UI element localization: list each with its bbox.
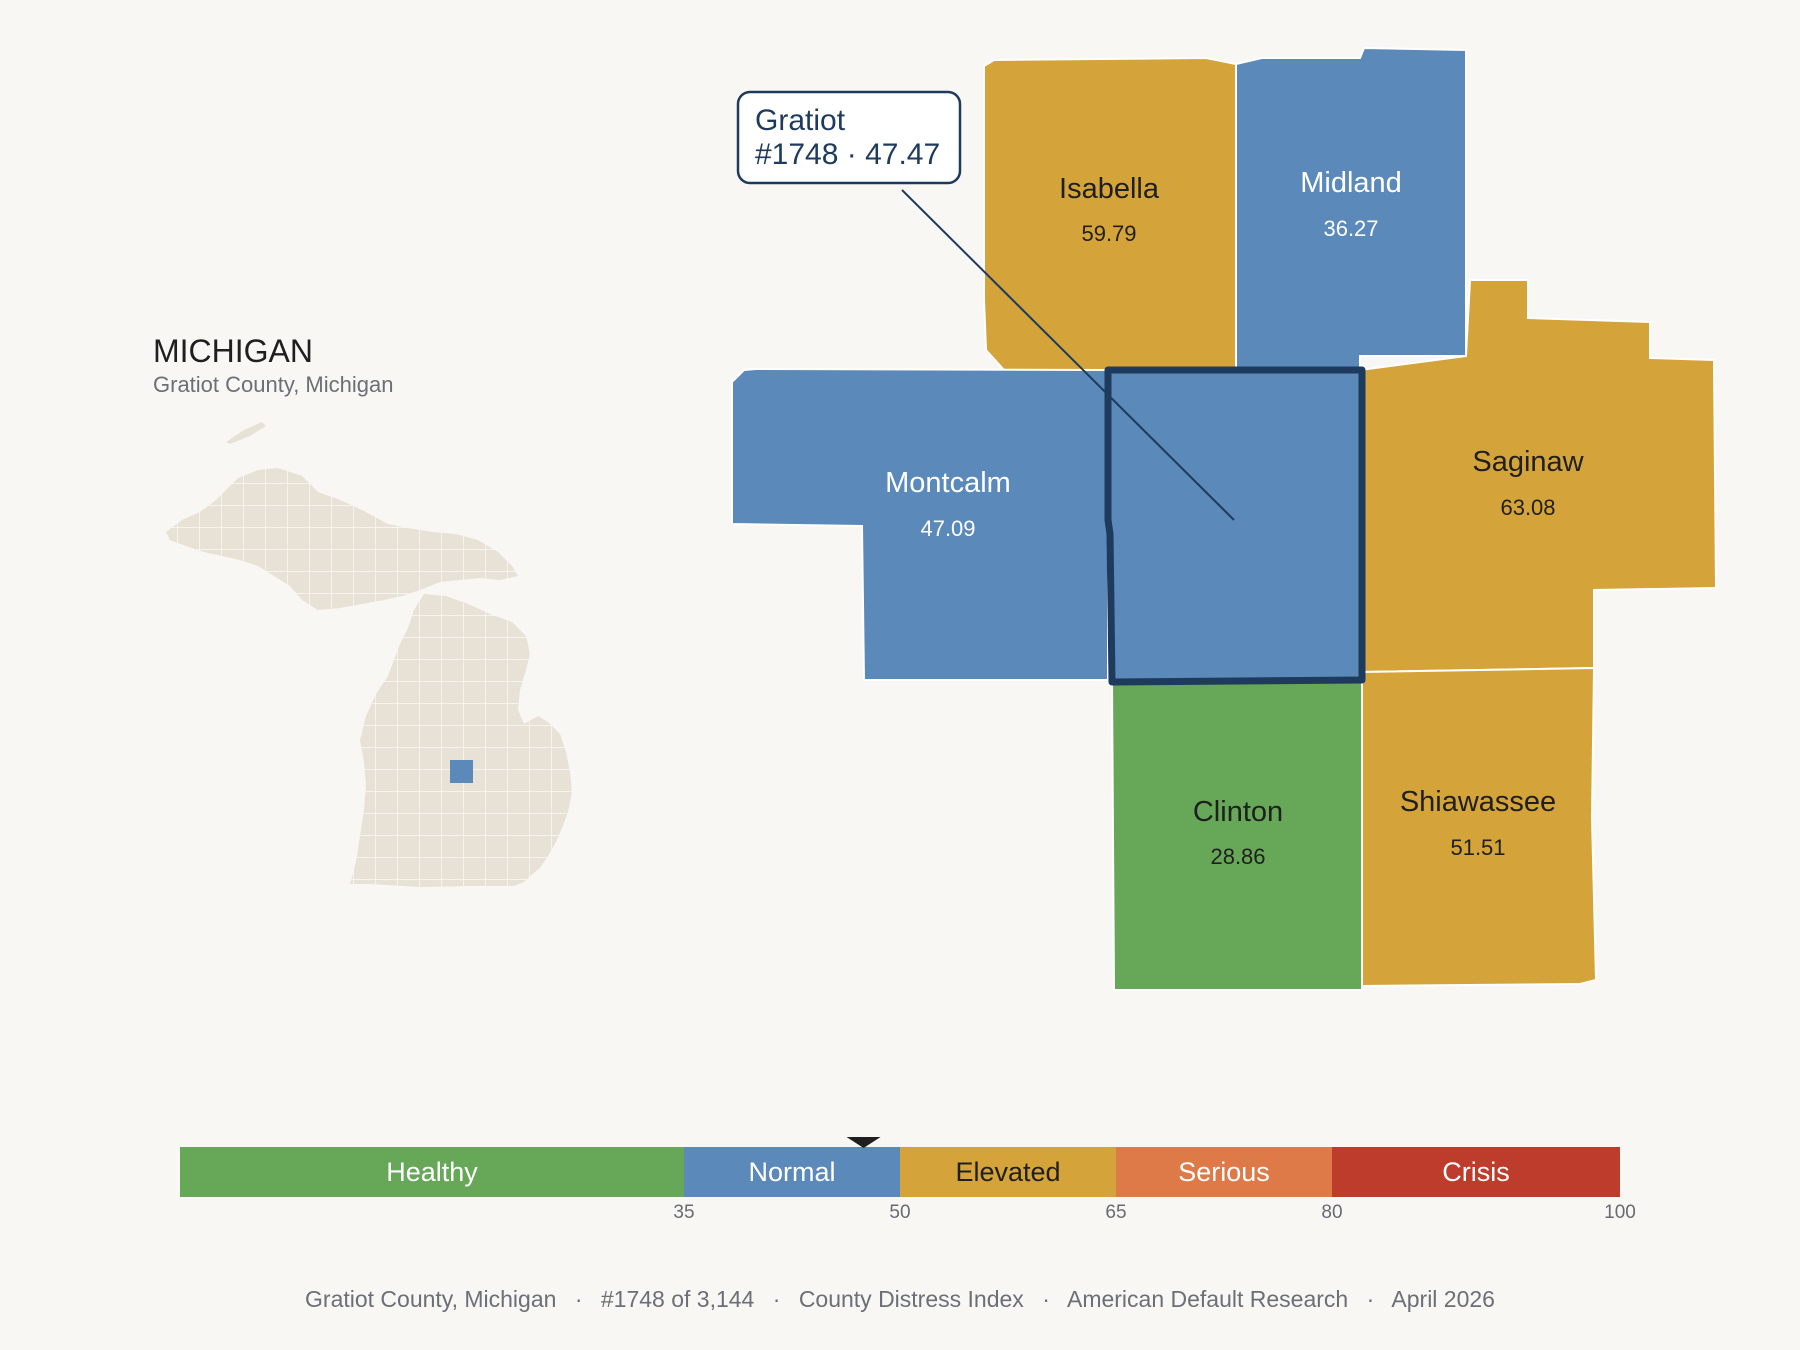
isle-royale-shape <box>226 422 266 444</box>
legend-tick-65: 65 <box>1105 1202 1126 1223</box>
svg-text:Saginaw: Saginaw <box>1472 446 1584 478</box>
svg-text:28.86: 28.86 <box>1210 844 1265 869</box>
svg-text:Montcalm: Montcalm <box>885 467 1011 499</box>
footer-date: April 2026 <box>1391 1286 1495 1312</box>
legend-segment-normal <box>684 1147 900 1197</box>
legend-segment-healthy <box>180 1147 684 1197</box>
county-label-clinton: Clinton 28.86 <box>1193 796 1283 869</box>
svg-text:51.51: 51.51 <box>1450 835 1505 860</box>
state-inset-map <box>166 422 572 887</box>
svg-text:Midland: Midland <box>1300 167 1402 199</box>
focus-callout: Gratiot #1748 · 47.47 <box>736 90 1235 521</box>
svg-text:Isabella: Isabella <box>1059 173 1160 205</box>
footer-sep-4: · <box>1367 1286 1375 1312</box>
distress-scale-legend: Healthy Normal Elevated Serious Crisis 35 50 65… <box>180 1137 1636 1223</box>
legend-tick-80: 80 <box>1321 1202 1342 1223</box>
callout-county-name: Gratiot <box>755 104 846 137</box>
county-label-saginaw: Saginaw 63.08 <box>1472 446 1584 520</box>
county-label-midland: Midland 36.27 <box>1300 167 1402 241</box>
county-midland[interactable] <box>1235 46 1467 371</box>
footer-sep-2: · <box>773 1286 781 1312</box>
footer-sep-3: · <box>1042 1286 1050 1312</box>
legend-segment-serious <box>1116 1147 1332 1197</box>
legend-tick-35: 35 <box>673 1202 694 1223</box>
legend-label-elevated: Elevated <box>955 1157 1060 1187</box>
legend-segment-crisis <box>1332 1147 1620 1197</box>
legend-tick-50: 50 <box>889 1202 910 1223</box>
svg-text:Clinton: Clinton <box>1193 796 1283 828</box>
county-label-montcalm: Montcalm 47.09 <box>885 467 1011 541</box>
footer-county: Gratiot County, Michigan <box>305 1286 556 1312</box>
state-title: MICHIGAN <box>153 333 313 369</box>
county-map: Isabella 59.79 Midland 36.27 Montcalm 47… <box>731 46 1718 991</box>
county-clinton[interactable] <box>1110 679 1363 991</box>
county-label-isabella: Isabella 59.79 <box>1059 173 1160 246</box>
county-gratiot[interactable] <box>1104 366 1366 686</box>
county-isabella[interactable] <box>983 56 1237 374</box>
county-montcalm[interactable] <box>731 367 1109 681</box>
callout-leader-line <box>901 189 1235 521</box>
state-subtitle: Gratiot County, Michigan <box>153 372 393 397</box>
county-label-shiawassee: Shiawassee 51.51 <box>1400 786 1556 860</box>
svg-text:63.08: 63.08 <box>1500 495 1555 520</box>
legend-label-crisis: Crisis <box>1442 1157 1510 1187</box>
svg-text:Shiawassee: Shiawassee <box>1400 786 1556 818</box>
legend-segment-elevated <box>900 1147 1116 1197</box>
state-header: MICHIGAN Gratiot County, Michigan <box>153 333 393 397</box>
callout-box <box>736 90 962 185</box>
county-shiawassee[interactable] <box>1361 666 1598 988</box>
footer-org: American Default Research <box>1067 1286 1348 1312</box>
svg-text:47.09: 47.09 <box>920 516 975 541</box>
legend-position-marker <box>846 1137 881 1148</box>
footer-rank: #1748 of 3,144 <box>601 1286 755 1312</box>
legend-label-healthy: Healthy <box>386 1157 478 1187</box>
svg-text:59.79: 59.79 <box>1081 221 1136 246</box>
legend-label-normal: Normal <box>748 1157 835 1187</box>
footer-sep-1: · <box>575 1286 583 1312</box>
inset-gratiot-highlight <box>450 760 473 783</box>
callout-rank-value: #1748 · 47.47 <box>755 138 940 171</box>
footer-caption: Gratiot County, Michigan · #1748 of 3,14… <box>305 1286 1495 1312</box>
legend-label-serious: Serious <box>1178 1157 1270 1187</box>
svg-text:36.27: 36.27 <box>1323 216 1378 241</box>
footer-index: County Distress Index <box>799 1286 1024 1312</box>
legend-tick-100: 100 <box>1604 1202 1636 1223</box>
